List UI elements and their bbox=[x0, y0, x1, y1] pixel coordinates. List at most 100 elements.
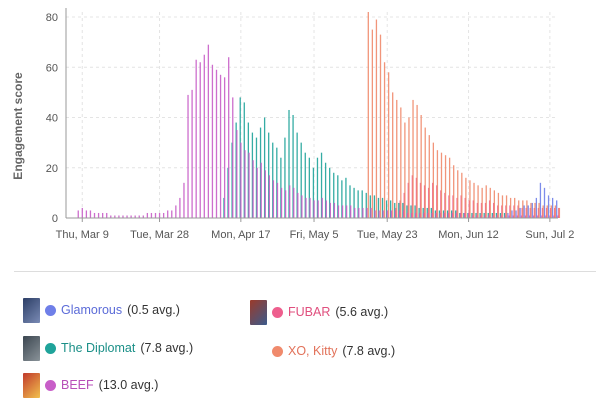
bar-glamorous bbox=[523, 205, 525, 218]
bar-the-diplomat bbox=[235, 122, 237, 218]
gridlines bbox=[66, 12, 558, 219]
bar-beef bbox=[541, 215, 543, 218]
bar-xo-kitty bbox=[493, 190, 495, 218]
bar-xo-kitty bbox=[432, 142, 435, 218]
bar-fubar bbox=[444, 192, 446, 218]
bar-the-diplomat bbox=[255, 137, 258, 218]
legend: Glamorous (0.5 avg.) FUBAR (5.6 avg.) Th… bbox=[0, 285, 596, 407]
legend-name: FUBAR bbox=[288, 305, 331, 319]
legend-item-fubar[interactable]: FUBAR (5.6 avg.) bbox=[250, 299, 388, 325]
bar-beef bbox=[268, 175, 271, 218]
bar-the-diplomat bbox=[422, 207, 424, 218]
bar-xo-kitty bbox=[444, 155, 447, 218]
bar-the-diplomat bbox=[503, 212, 506, 218]
bar-xo-kitty bbox=[383, 62, 386, 218]
y-tick-label: 20 bbox=[46, 163, 58, 175]
bar-fubar bbox=[476, 202, 479, 218]
bar-beef bbox=[264, 170, 266, 218]
bar-beef bbox=[175, 205, 177, 218]
bar-beef bbox=[305, 197, 307, 218]
bar-beef bbox=[81, 207, 83, 218]
bar-xo-kitty bbox=[396, 99, 398, 218]
bar-xo-kitty bbox=[428, 135, 430, 218]
bar-beef bbox=[435, 212, 437, 218]
bar-fubar bbox=[517, 205, 519, 218]
bar-xo-kitty bbox=[375, 19, 378, 218]
bar-the-diplomat bbox=[312, 167, 315, 218]
bar-beef bbox=[199, 62, 201, 218]
bar-beef bbox=[394, 210, 397, 218]
bar-xo-kitty bbox=[518, 200, 520, 218]
legend-item-the-diplomat[interactable]: The Diplomat (7.8 avg.) bbox=[23, 335, 193, 361]
bar-beef bbox=[467, 212, 470, 218]
legend-name: XO, Kitty bbox=[288, 344, 338, 358]
bar-glamorous bbox=[543, 187, 546, 218]
bar-beef bbox=[293, 187, 295, 218]
bar-beef bbox=[211, 64, 214, 218]
bar-the-diplomat bbox=[361, 190, 363, 218]
y-tick-label: 40 bbox=[46, 113, 58, 125]
bar-beef bbox=[142, 215, 144, 218]
bar-beef bbox=[415, 212, 417, 218]
legend-item-xo-kitty[interactable]: XO, Kitty (7.8 avg.) bbox=[250, 338, 395, 364]
bar-fubar bbox=[493, 202, 495, 218]
bar-beef bbox=[431, 212, 433, 218]
bar-beef bbox=[110, 215, 112, 218]
y-tick-label: 0 bbox=[52, 213, 58, 225]
bar-beef bbox=[337, 205, 340, 218]
bar-xo-kitty bbox=[558, 207, 561, 218]
bar-the-diplomat bbox=[292, 115, 294, 218]
bar-the-diplomat bbox=[231, 142, 233, 218]
legend-item-beef[interactable]: BEEF (13.0 avg.) bbox=[23, 372, 158, 398]
bar-xo-kitty bbox=[392, 92, 394, 218]
bar-the-diplomat bbox=[369, 195, 371, 218]
bar-fubar bbox=[436, 185, 438, 218]
fubar-color-dot-icon bbox=[272, 306, 283, 318]
bar-beef bbox=[276, 182, 279, 218]
bar-the-diplomat bbox=[304, 152, 306, 218]
bar-xo-kitty bbox=[412, 99, 414, 218]
bar-xo-kitty bbox=[453, 165, 455, 218]
bar-beef bbox=[524, 215, 527, 218]
bar-beef bbox=[232, 97, 234, 218]
bar-fubar bbox=[549, 207, 552, 218]
bar-beef bbox=[557, 215, 559, 218]
bar-beef bbox=[146, 212, 149, 218]
bar-beef bbox=[179, 197, 181, 218]
bar-the-diplomat bbox=[308, 157, 310, 218]
bar-beef bbox=[284, 190, 287, 218]
bar-the-diplomat bbox=[394, 202, 396, 218]
bar-beef bbox=[162, 212, 165, 218]
bar-beef bbox=[451, 212, 453, 218]
bar-the-diplomat bbox=[263, 117, 266, 218]
bar-the-diplomat bbox=[377, 197, 380, 218]
bar-beef bbox=[317, 200, 319, 218]
bar-xo-kitty bbox=[420, 115, 422, 218]
x-tick-label: Mon, Apr 17 bbox=[211, 229, 270, 241]
x-tick-label: Thu, Mar 9 bbox=[56, 229, 109, 241]
bar-beef bbox=[256, 167, 258, 218]
bar-beef bbox=[183, 182, 185, 218]
bar-the-diplomat bbox=[272, 142, 274, 218]
bar-beef bbox=[476, 215, 478, 218]
bar-the-diplomat bbox=[438, 210, 441, 218]
bar-fubar bbox=[558, 207, 560, 218]
bar-beef bbox=[423, 212, 425, 218]
bar-the-diplomat bbox=[296, 132, 298, 218]
bar-fubar bbox=[427, 187, 430, 218]
bar-glamorous bbox=[539, 182, 542, 218]
bar-xo-kitty bbox=[530, 202, 532, 218]
bar-xo-kitty bbox=[534, 202, 536, 218]
bar-the-diplomat bbox=[455, 210, 457, 218]
bar-beef bbox=[89, 210, 92, 218]
bar-beef bbox=[398, 210, 401, 218]
bar-beef bbox=[219, 74, 222, 218]
bar-beef bbox=[533, 215, 535, 218]
bar-glamorous bbox=[547, 195, 550, 218]
legend-avg: (0.5 avg.) bbox=[127, 303, 180, 317]
legend-avg: (13.0 avg.) bbox=[98, 378, 159, 392]
bar-fubar bbox=[419, 182, 422, 218]
bar-xo-kitty bbox=[448, 157, 451, 218]
bar-beef bbox=[207, 44, 210, 218]
legend-item-glamorous[interactable]: Glamorous (0.5 avg.) bbox=[23, 297, 180, 323]
